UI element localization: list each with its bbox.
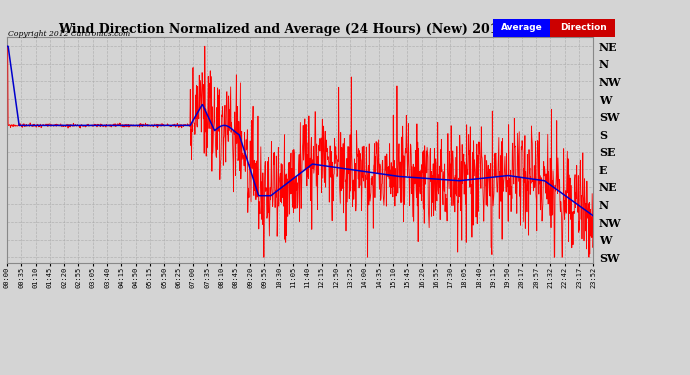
Text: Copyright 2012 Cartronics.com: Copyright 2012 Cartronics.com xyxy=(8,30,130,38)
Text: Direction: Direction xyxy=(560,23,607,32)
Title: Wind Direction Normalized and Average (24 Hours) (New) 20121109: Wind Direction Normalized and Average (2… xyxy=(58,23,542,36)
Text: Average: Average xyxy=(501,23,542,32)
